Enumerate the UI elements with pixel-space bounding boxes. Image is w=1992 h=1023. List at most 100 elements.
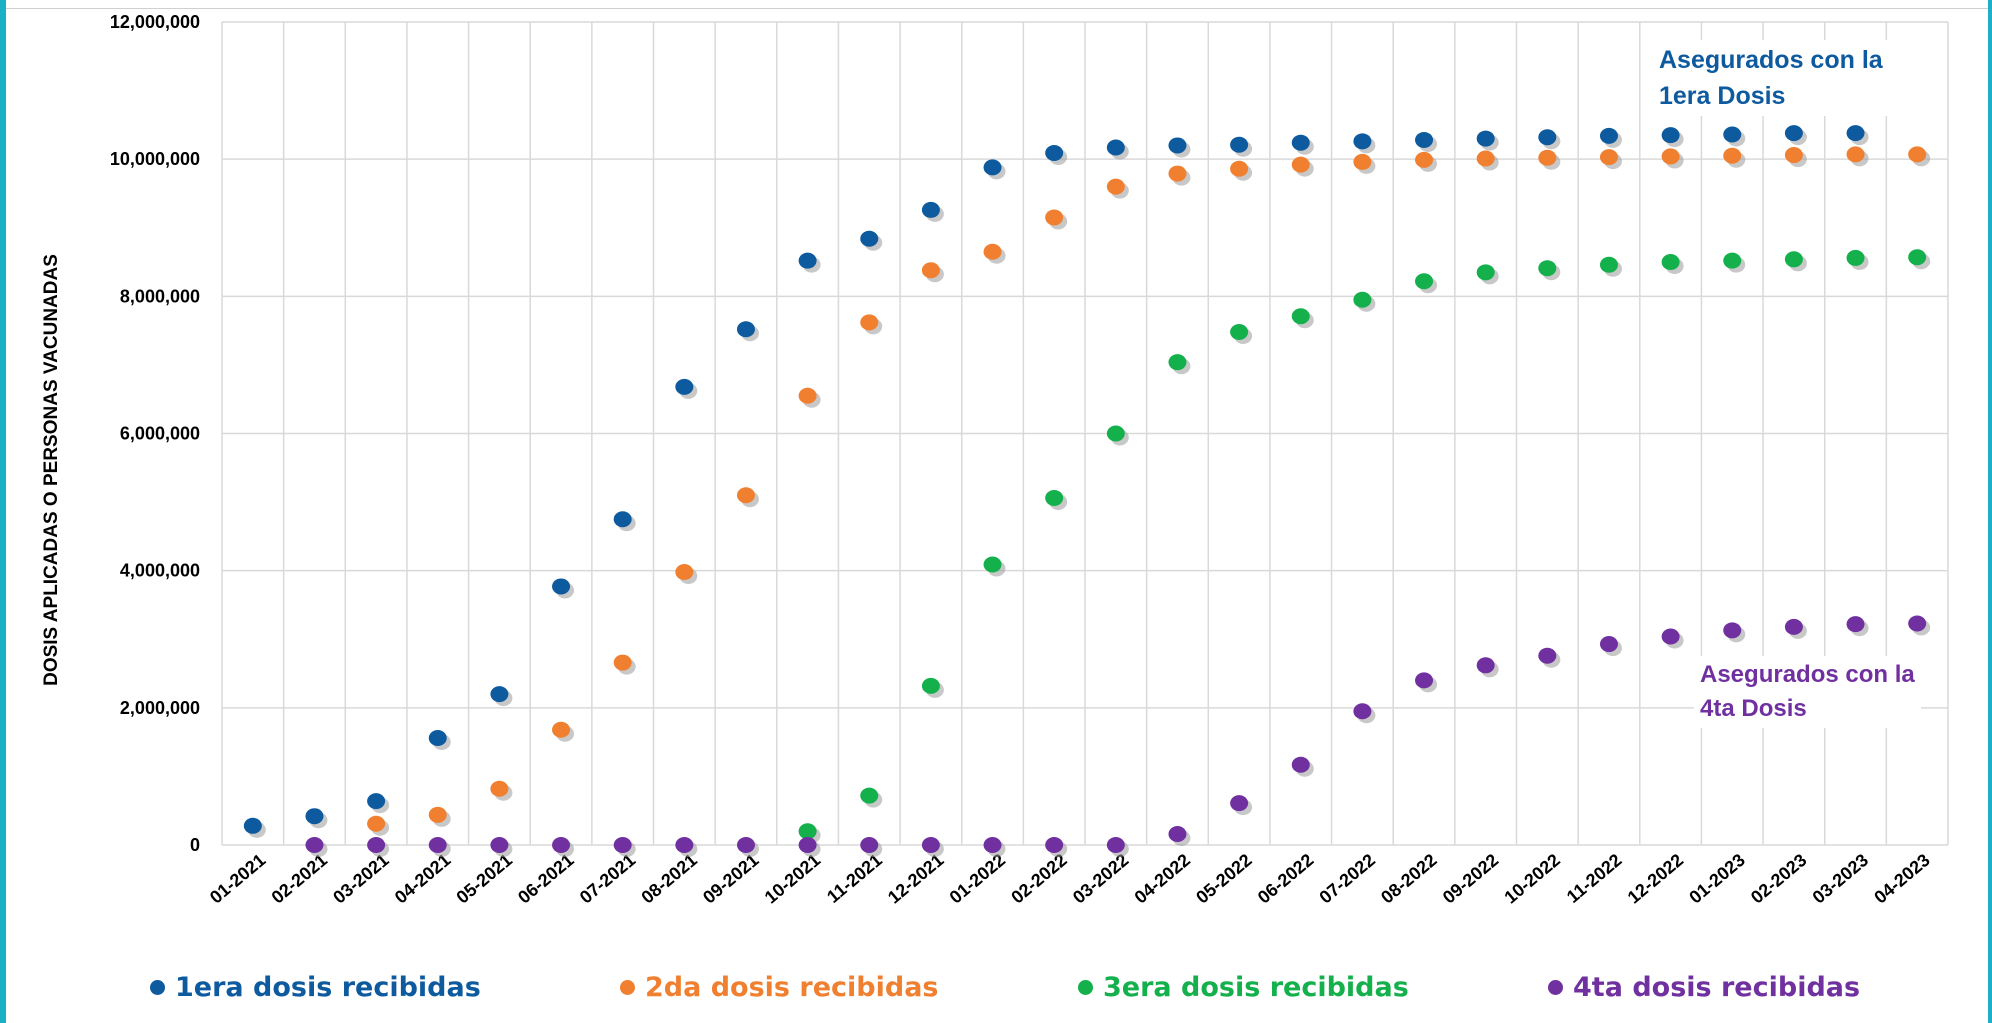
data-point-series-3 — [1045, 489, 1064, 506]
data-point-series-4 — [1538, 647, 1557, 664]
x-tick-label: 02-2023 — [1747, 850, 1810, 908]
data-point-series-4 — [1661, 628, 1680, 645]
legend-item-1era: 1era dosis recibidas — [150, 972, 481, 1003]
data-point-series-2 — [798, 387, 817, 404]
data-point-series-1 — [490, 686, 509, 703]
data-point-series-2 — [1291, 156, 1310, 173]
data-point-series-3 — [798, 823, 817, 840]
data-point-series-1 — [736, 321, 755, 338]
data-point-series-1 — [1291, 134, 1310, 151]
data-point-series-1 — [613, 511, 632, 528]
data-point-series-4 — [736, 837, 755, 853]
y-tick-label: 12,000,000 — [110, 12, 200, 32]
chart-legend: 1era dosis recibidas 2da dosis recibidas… — [0, 972, 1992, 1012]
data-point-series-4 — [1599, 636, 1618, 653]
x-tick-label: 01-2023 — [1685, 850, 1748, 908]
annotation-4ta-dosis: Asegurados con la 4ta Dosis — [1694, 656, 1921, 728]
y-tick-label: 2,000,000 — [120, 698, 200, 718]
data-point-series-3 — [1723, 252, 1742, 269]
data-point-series-4 — [1230, 795, 1249, 812]
data-point-series-4 — [1291, 756, 1310, 773]
x-tick-label: 03-2023 — [1809, 850, 1872, 908]
x-tick-label: 06-2022 — [1254, 850, 1317, 908]
x-tick-label: 02-2021 — [268, 850, 331, 908]
data-point-series-2 — [675, 564, 694, 581]
y-tick-label: 6,000,000 — [120, 424, 200, 444]
data-point-series-4 — [428, 837, 447, 853]
data-point-series-4 — [1353, 703, 1372, 720]
data-point-series-4 — [798, 837, 817, 853]
data-point-series-1 — [921, 201, 940, 218]
x-tick-label: 10-2022 — [1500, 850, 1563, 908]
annotation-1era-line1: Asegurados con la — [1659, 46, 1883, 74]
data-point-series-1 — [1353, 133, 1372, 150]
data-point-series-4 — [675, 837, 694, 853]
legend-dot-icon — [150, 980, 165, 995]
x-tick-label: 07-2022 — [1316, 850, 1379, 908]
data-point-series-2 — [921, 262, 940, 279]
frame-left-border — [0, 0, 6, 1023]
chart-points — [243, 125, 1931, 857]
data-point-series-4 — [1415, 672, 1434, 689]
x-tick-label: 03-2021 — [329, 850, 392, 908]
annotation-4ta-line2: 4ta Dosis — [1700, 695, 1807, 722]
annotation-1era-line2: 1era Dosis — [1659, 82, 1786, 110]
data-point-series-2 — [1353, 153, 1372, 170]
x-tick-label: 07-2021 — [576, 850, 639, 908]
data-point-series-1 — [428, 730, 447, 747]
data-point-series-2 — [1538, 149, 1557, 166]
data-point-series-4 — [1045, 837, 1064, 853]
data-point-series-1 — [675, 378, 694, 395]
data-point-series-4 — [1723, 622, 1742, 639]
data-point-series-3 — [921, 677, 940, 694]
data-point-series-1 — [983, 159, 1002, 176]
legend-label-1era: 1era dosis recibidas — [175, 972, 481, 1003]
legend-item-4ta: 4ta dosis recibidas — [1548, 972, 1860, 1003]
legend-item-2da: 2da dosis recibidas — [620, 972, 939, 1003]
data-point-series-1 — [1784, 125, 1803, 142]
x-tick-label: 09-2022 — [1439, 850, 1502, 908]
x-tick-label: 05-2021 — [453, 850, 516, 908]
data-point-series-3 — [1230, 323, 1249, 340]
data-point-series-1 — [1846, 125, 1865, 142]
x-tick-label: 02-2022 — [1007, 850, 1070, 908]
annotation-4ta-line1: Asegurados con la — [1700, 661, 1915, 688]
data-point-series-2 — [613, 654, 632, 671]
y-axis-ticks: 0 2,000,000 4,000,000 6,000,000 8,000,000 10,… — [110, 12, 200, 855]
legend-dot-icon — [1548, 980, 1563, 995]
x-tick-label: 09-2021 — [699, 850, 762, 908]
data-point-series-2 — [552, 721, 571, 738]
x-tick-label: 04-2021 — [391, 850, 454, 908]
data-point-series-2 — [1415, 151, 1434, 168]
data-point-series-3 — [1538, 260, 1557, 277]
data-point-series-1 — [860, 230, 879, 247]
data-point-series-2 — [1599, 149, 1618, 166]
data-point-series-1 — [798, 252, 817, 269]
data-point-series-1 — [1168, 137, 1187, 154]
x-tick-label: 11-2022 — [1563, 850, 1626, 907]
frame-top-border — [6, 8, 1988, 9]
data-point-series-3 — [1784, 251, 1803, 268]
data-point-series-2 — [490, 780, 509, 797]
data-point-series-2 — [1723, 147, 1742, 164]
data-point-series-4 — [1908, 615, 1927, 632]
data-point-series-1 — [1476, 130, 1495, 147]
x-tick-label: 10-2021 — [761, 850, 824, 908]
legend-dot-icon — [1078, 980, 1093, 995]
data-point-series-3 — [1106, 425, 1125, 442]
data-point-series-3 — [860, 787, 879, 804]
frame-right-border — [1988, 0, 1992, 1023]
data-point-series-4 — [1846, 616, 1865, 633]
x-tick-label: 05-2022 — [1192, 850, 1255, 908]
data-point-series-3 — [1846, 249, 1865, 266]
x-tick-label: 08-2022 — [1377, 850, 1440, 908]
data-point-series-2 — [428, 806, 447, 823]
data-point-series-3 — [1599, 256, 1618, 273]
y-tick-label: 10,000,000 — [110, 149, 200, 169]
data-point-series-1 — [1538, 129, 1557, 146]
data-point-series-1 — [243, 817, 262, 834]
data-point-series-4 — [552, 837, 571, 853]
x-tick-label: 12-2022 — [1624, 850, 1687, 908]
y-tick-label: 0 — [190, 835, 200, 855]
